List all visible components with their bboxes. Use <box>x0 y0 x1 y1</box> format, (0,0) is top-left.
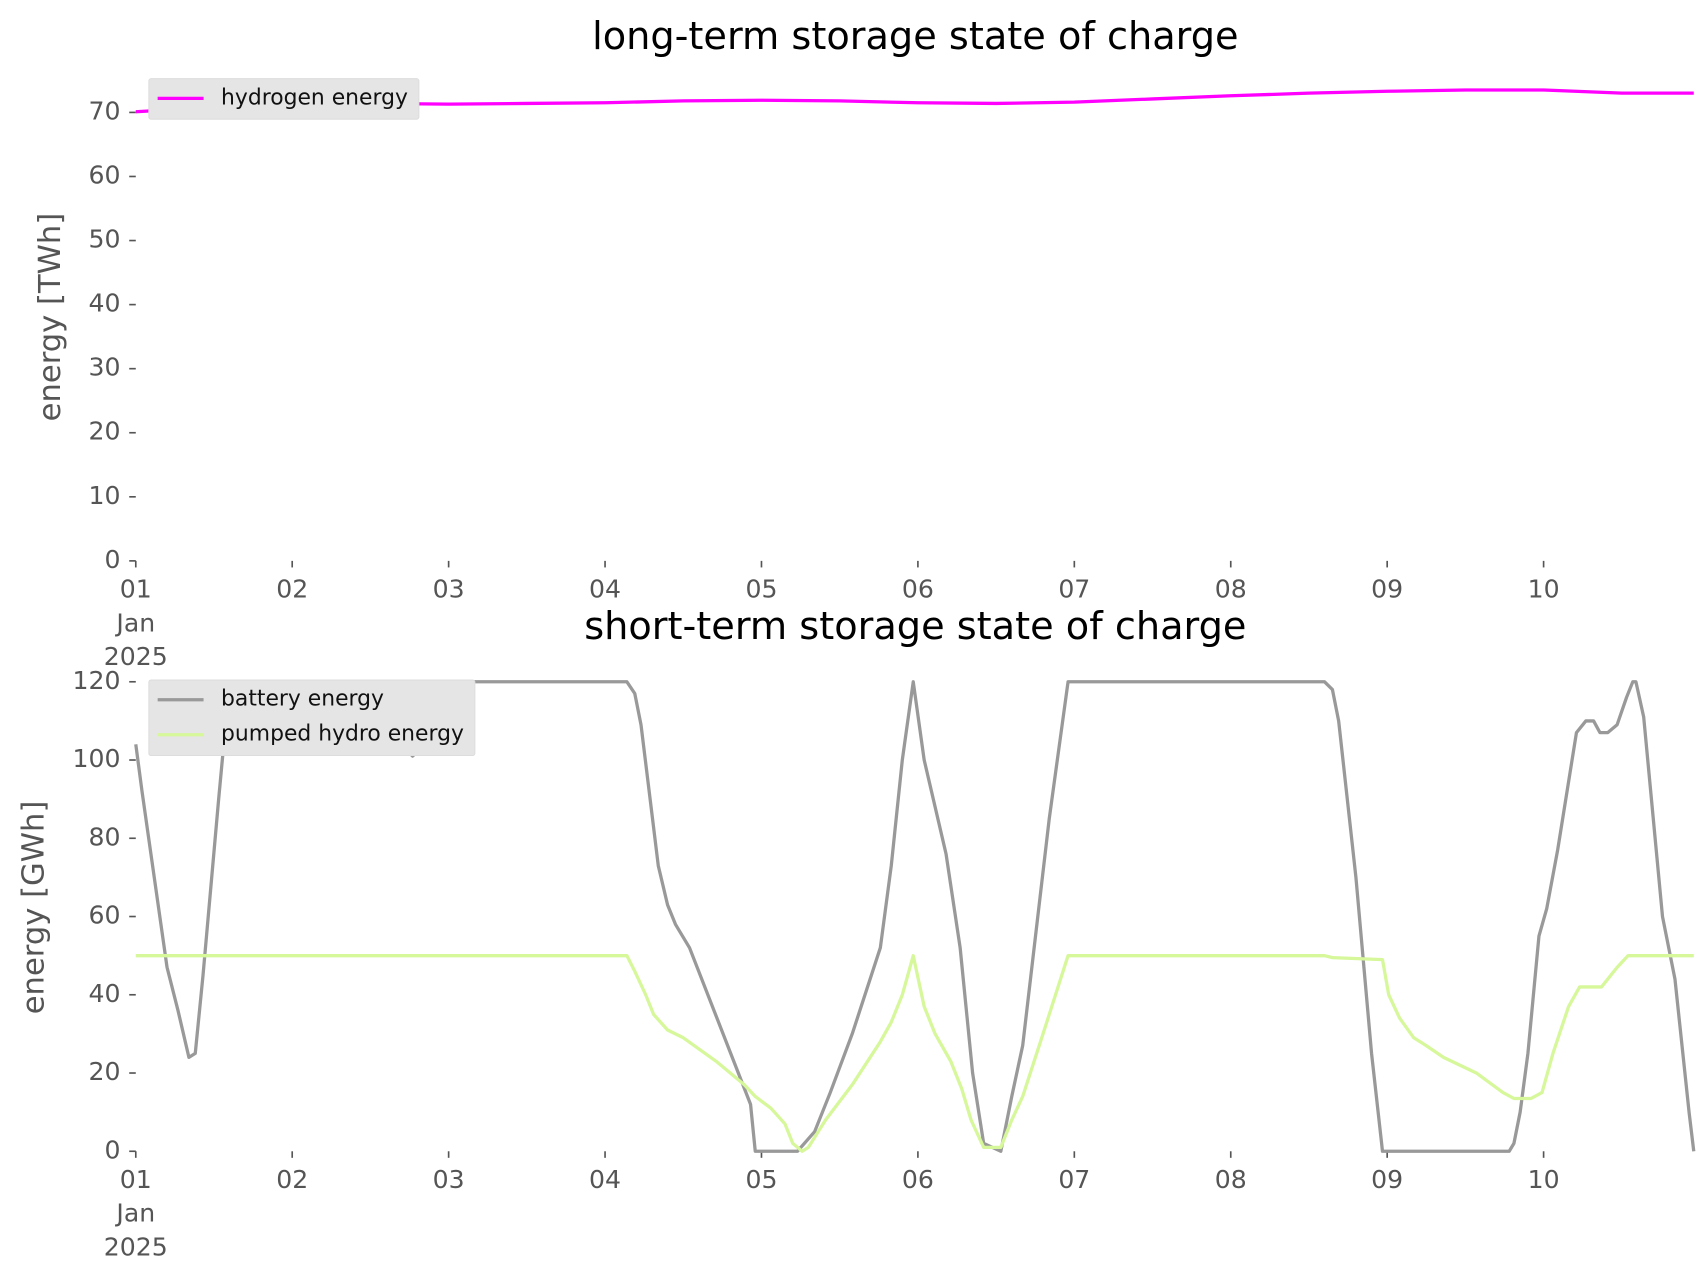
y-tick-label: 10 <box>88 481 120 510</box>
y-tick-label: 60 <box>88 901 120 930</box>
legend-label: battery energy <box>221 687 384 712</box>
legend: battery energy pumped hydro energy <box>148 679 476 757</box>
x-tick-label: 02 <box>276 1165 308 1194</box>
x-tick-label: 06 <box>902 1165 934 1194</box>
y-tick-label: 20 <box>88 417 120 446</box>
x-tick-label: 09 <box>1371 574 1403 603</box>
x-tick-label: 01 Jan 2025 <box>104 1165 168 1262</box>
y-tick-label: 80 <box>88 822 120 851</box>
x-tick-label: 04 <box>589 574 621 603</box>
x-tick-label: 07 <box>1058 574 1090 603</box>
series-line <box>135 954 1694 1153</box>
y-tick-label: 40 <box>88 289 120 318</box>
y-tick-label: 20 <box>88 1057 120 1086</box>
chart: 0 20 40 60 80 100 120 01 Jan 2025 02 03 04 05 06 07 08 09… <box>73 666 1696 1262</box>
y-axis-label: energy [GWh] <box>17 801 52 1015</box>
y-tick-label: 0 <box>104 1135 120 1164</box>
x-tick-label: 03 <box>433 1165 465 1194</box>
chart-title: long-term storage state of charge <box>592 14 1238 59</box>
chart-title: short-term storage state of charge <box>584 604 1246 649</box>
x-tick-label: 05 <box>745 574 777 603</box>
x-tick-label: 01 Jan 2025 <box>104 574 168 671</box>
x-tick-label: 05 <box>745 1165 777 1194</box>
legend-box <box>148 679 476 757</box>
x-tick-label: 08 <box>1215 574 1247 603</box>
x-tick-label: 10 <box>1528 574 1560 603</box>
y-tick-label: 40 <box>88 979 120 1008</box>
y-tick-label: 100 <box>73 744 121 773</box>
x-tick-label: 08 <box>1215 1165 1247 1194</box>
x-tick-label: 09 <box>1371 1165 1403 1194</box>
y-tick-label: 50 <box>88 225 120 254</box>
y-tick-label: 0 <box>104 545 120 574</box>
y-axis-label: energy [TWh] <box>33 213 68 422</box>
y-tick-label: 30 <box>88 353 120 382</box>
legend: hydrogen energy <box>148 78 420 120</box>
legend-label: hydrogen energy <box>221 85 408 110</box>
x-tick-label: 02 <box>276 574 308 603</box>
y-tick-label: 70 <box>88 96 120 125</box>
x-tick-label: 10 <box>1528 1165 1560 1194</box>
x-tick-label: 03 <box>433 574 465 603</box>
y-tick-label: 120 <box>73 666 121 695</box>
chart: 0 10 20 30 40 50 60 70 01 Jan 2025 02 03 04 05 06 07 08 09… <box>88 78 1694 671</box>
legend-label: pumped hydro energy <box>221 722 464 747</box>
x-tick-label: 07 <box>1058 1165 1090 1194</box>
legend-box <box>148 78 420 120</box>
x-tick-label: 04 <box>589 1165 621 1194</box>
y-tick-label: 60 <box>88 160 120 189</box>
x-tick-label: 06 <box>902 574 934 603</box>
